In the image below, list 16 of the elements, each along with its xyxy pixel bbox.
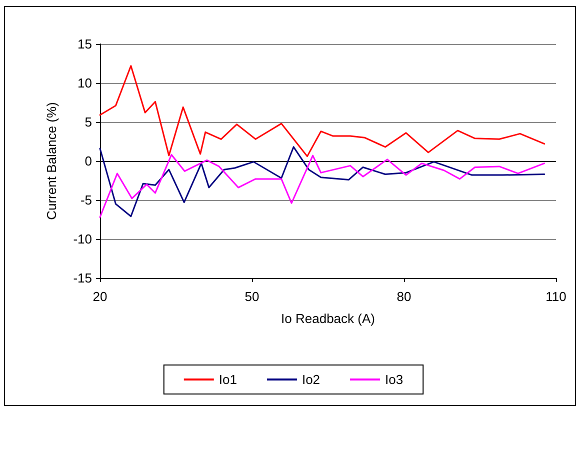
legend-label: Io1 [218, 372, 237, 387]
x-tick-label: 50 [244, 289, 260, 304]
legend-label: Io3 [385, 372, 404, 387]
y-axis-title: Current Balance (%) [44, 102, 59, 220]
x-axis-title: Io Readback (A) [281, 311, 375, 326]
y-tick-label: 10 [78, 76, 92, 90]
x-tick-label: 80 [396, 289, 412, 304]
y-tick-label: -10 [73, 232, 92, 246]
y-tick-label: 5 [84, 114, 92, 130]
y-tick-label: 15 [78, 36, 92, 52]
legend-label: Io2 [302, 372, 320, 387]
y-tick-label: -15 [73, 270, 92, 286]
y-tick-label: -5 [80, 192, 92, 208]
x-tick-label: 20 [92, 289, 108, 304]
x-tick-label: 110 [546, 289, 566, 304]
y-tick-label: 0 [84, 154, 92, 168]
